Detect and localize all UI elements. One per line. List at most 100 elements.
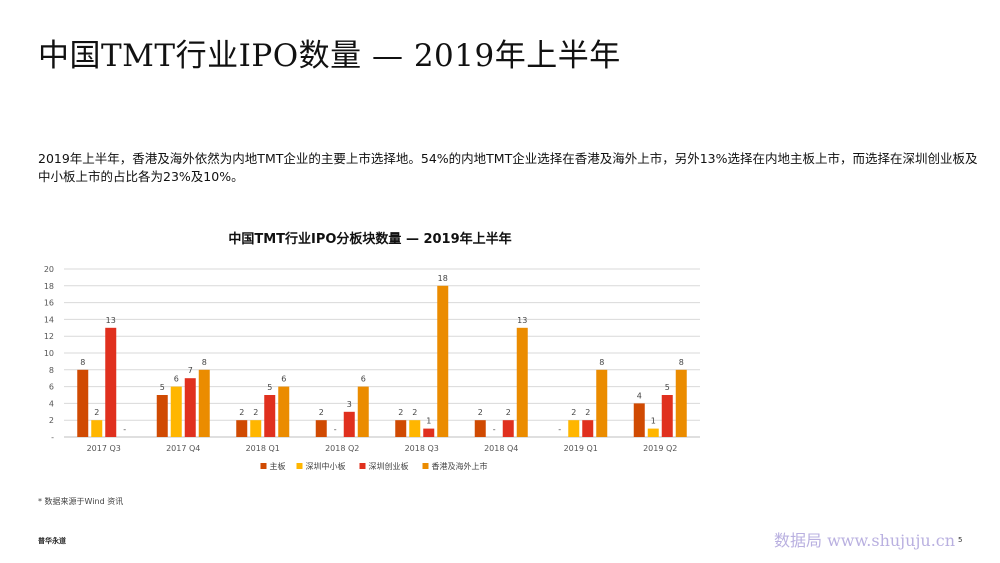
- chart-legend: 主板 深圳中小板 深圳创业板 香港及海外上市: [260, 461, 488, 471]
- y-tick-label: 8: [49, 366, 54, 375]
- data-label: -: [493, 425, 496, 434]
- bar: [184, 378, 196, 437]
- bar: [596, 369, 608, 437]
- data-label: 3: [347, 400, 352, 409]
- data-label: 2: [94, 408, 99, 417]
- brand-name: 普华永道: [38, 537, 66, 545]
- y-tick-label: 20: [44, 265, 54, 274]
- data-label: 1: [426, 417, 431, 426]
- bar: [437, 285, 449, 437]
- y-tick-label: -: [51, 433, 54, 442]
- data-label: 2: [319, 408, 324, 417]
- legend-swatch: [260, 463, 267, 469]
- bar: [170, 386, 182, 437]
- x-tick-label: 2019 Q2: [643, 444, 677, 453]
- data-label: -: [558, 425, 561, 434]
- bar: [582, 420, 594, 437]
- data-label: 18: [438, 274, 448, 283]
- data-label: 8: [80, 358, 85, 367]
- page-number: 5: [958, 536, 963, 544]
- x-tick-label: 2018 Q1: [246, 444, 280, 453]
- bar: [395, 420, 407, 437]
- legend-swatch: [296, 463, 303, 469]
- bar: [315, 420, 327, 437]
- data-label: 2: [398, 408, 403, 417]
- chart-grid: [64, 268, 700, 438]
- page-title: 中国TMT行业IPO数量 — 2019年上半年: [38, 38, 621, 74]
- data-label: 7: [188, 366, 193, 375]
- y-axis-ticks: - 2 4 6 8 10 12 14 16 18 20: [44, 265, 54, 442]
- bar: [675, 369, 687, 437]
- x-tick-label: 2018 Q3: [405, 444, 439, 453]
- bar: [77, 369, 89, 437]
- data-label: 2: [478, 408, 483, 417]
- data-label: 2: [585, 408, 590, 417]
- x-axis-ticks: 2017 Q3 2017 Q4 2018 Q1 2018 Q2 2018 Q3 2018 …: [87, 444, 678, 453]
- bar: [409, 420, 421, 437]
- y-tick-label: 6: [49, 383, 54, 392]
- data-label: 1: [651, 417, 656, 426]
- bar: [661, 395, 673, 437]
- data-label: 13: [517, 316, 527, 325]
- y-tick-label: 4: [49, 399, 54, 408]
- bar: [647, 428, 659, 437]
- legend-label: 深圳中小板: [306, 461, 346, 471]
- data-label: 8: [679, 358, 684, 367]
- x-tick-label: 2017 Q3: [87, 444, 121, 453]
- bar: [105, 327, 117, 437]
- data-label: 2: [571, 408, 576, 417]
- chart-title: 中国TMT行业IPO分板块数量 — 2019年上半年: [228, 232, 512, 247]
- legend-label: 深圳创业板: [369, 461, 409, 471]
- data-label: 5: [665, 383, 670, 392]
- data-label: 5: [267, 383, 272, 392]
- data-label: 6: [281, 375, 286, 384]
- source-footnote: * 数据来源于Wind 资讯: [38, 497, 124, 506]
- data-label: 13: [106, 316, 116, 325]
- bar: [343, 411, 355, 437]
- bar: [198, 369, 210, 437]
- bar: [633, 403, 645, 437]
- data-label: 4: [637, 391, 642, 400]
- y-tick-label: 2: [49, 416, 54, 425]
- bar: [502, 420, 514, 437]
- y-tick-label: 10: [44, 349, 54, 358]
- data-label: 2: [239, 408, 244, 417]
- bar: [156, 395, 168, 437]
- x-tick-label: 2019 Q1: [564, 444, 598, 453]
- y-tick-label: 18: [44, 282, 54, 291]
- y-tick-label: 16: [44, 299, 54, 308]
- data-label: 2: [412, 408, 417, 417]
- x-tick-label: 2018 Q2: [325, 444, 359, 453]
- bar: [264, 395, 276, 437]
- legend-swatch: [359, 463, 366, 469]
- bar: [278, 386, 290, 437]
- bar: [91, 420, 103, 437]
- x-tick-label: 2018 Q4: [484, 444, 518, 453]
- bar: [236, 420, 248, 437]
- y-tick-label: 14: [44, 315, 54, 324]
- data-label: 6: [361, 375, 366, 384]
- data-label: 2: [506, 408, 511, 417]
- summary-paragraph: 2019年上半年，香港及海外依然为内地TMT企业的主要上市选择地。54%的内地T…: [38, 151, 978, 184]
- legend-swatch: [422, 463, 429, 469]
- data-label: -: [334, 425, 337, 434]
- watermark-text: 数据局 www.shujuju.cn: [774, 531, 956, 550]
- data-label: 2: [253, 408, 258, 417]
- legend-label: 香港及海外上市: [432, 461, 488, 471]
- legend-label: 主板: [270, 461, 286, 471]
- data-label: 8: [599, 358, 604, 367]
- bar: [423, 428, 435, 437]
- bar: [516, 327, 528, 437]
- bar: [250, 420, 262, 437]
- data-label: 6: [174, 375, 179, 384]
- bar: [568, 420, 580, 437]
- data-label: 5: [160, 383, 165, 392]
- y-tick-label: 12: [44, 332, 54, 341]
- x-tick-label: 2017 Q4: [166, 444, 200, 453]
- data-label: 8: [202, 358, 207, 367]
- data-label: -: [123, 425, 126, 434]
- bar: [357, 386, 369, 437]
- bar: [474, 420, 486, 437]
